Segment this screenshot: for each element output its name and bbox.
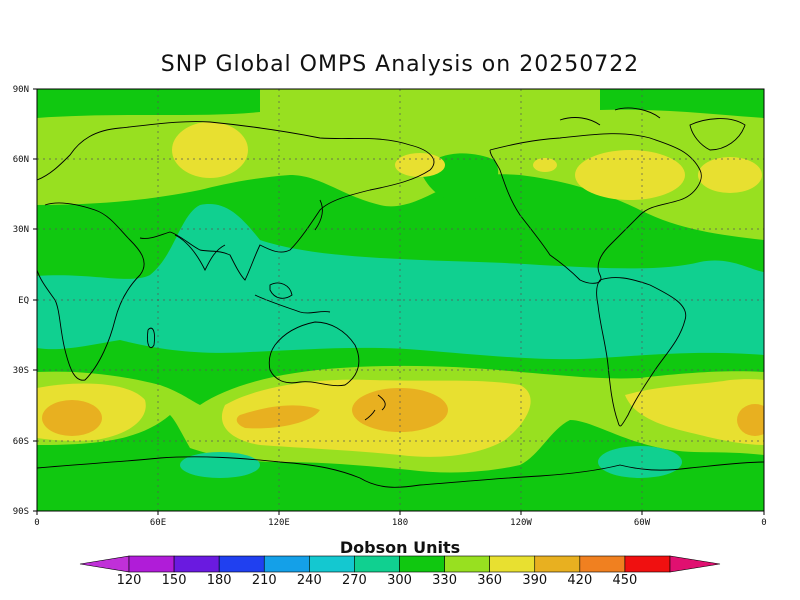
colorbar: 120 150 180 210 240 270 300 330 360 390 420 450 (79, 555, 721, 588)
field-antarctic-270-b (598, 446, 682, 478)
coast-north-america (489, 133, 702, 284)
lat-label: 60N (13, 155, 29, 165)
coastlines (37, 107, 764, 488)
lat-label: 30N (13, 225, 29, 235)
lat-label: 90N (13, 85, 29, 95)
coast-indonesia (254, 294, 331, 314)
field-north-360-e (533, 158, 557, 172)
lat-label: 30S (13, 366, 29, 376)
colorbar-cell (579, 555, 626, 573)
field-north-360-b (575, 150, 685, 200)
colorbar-tick-label: 360 (477, 573, 502, 588)
colorbar-cell (173, 555, 220, 573)
colorbar-cell (624, 555, 671, 573)
colorbar-cell (489, 555, 536, 573)
colorbar-tick-label: 330 (432, 573, 457, 588)
colorbar-under-arrow (79, 555, 130, 573)
colorbar-tick-label: 390 (522, 573, 547, 588)
lon-label: 180 (392, 518, 408, 528)
colorbar-cell (128, 555, 175, 573)
coast-australia (268, 321, 360, 387)
colorbar-tick-label: 270 (342, 573, 367, 588)
lon-labels: 0 60E 120E 180 120W 60W 0 (34, 518, 766, 528)
colorbar-cell (218, 555, 265, 573)
colorbar-cell (354, 555, 400, 573)
field-tropic-270 (37, 204, 764, 360)
field-north-360-a (172, 122, 248, 178)
lon-label: 120E (268, 518, 290, 528)
colorbar-tick-label: 120 (117, 573, 142, 588)
field-north-360-c (698, 157, 762, 193)
colorbar-tick-label: 210 (252, 573, 277, 588)
field-south-390-c (352, 388, 448, 432)
tick-marks (33, 88, 765, 515)
colorbar-cell (444, 555, 490, 573)
coast-india (174, 234, 226, 272)
coast-greenland (689, 118, 746, 151)
lat-label: EQ (18, 296, 29, 306)
colorbar-cell (399, 555, 445, 573)
colorbar-tick-label: 150 (162, 573, 187, 588)
colorbar-tick-label: 300 (387, 573, 412, 588)
coast-nz (364, 394, 386, 421)
lat-labels: 90N 60N 30N EQ 30S 60S 90S (13, 85, 29, 517)
coast-arctic-islands (559, 107, 661, 126)
colorbar-over-arrow (669, 555, 721, 573)
colorbar-cell (309, 555, 355, 573)
colorbar-tick-label: 240 (297, 573, 322, 588)
colorbar-cell (263, 555, 310, 573)
field-antarctic-270-a (180, 452, 260, 478)
colorbar-cell (534, 555, 581, 573)
colorbar-title: Dobson Units (339, 538, 461, 557)
lat-label: 90S (13, 507, 29, 517)
lon-label: 0 (34, 518, 39, 528)
coast-antarctica (37, 456, 764, 488)
coast-madagascar (147, 327, 155, 349)
colorbar-tick-label: 180 (207, 573, 232, 588)
coast-borneo (269, 282, 293, 299)
coast-eurasia (37, 121, 435, 281)
coast-japan (314, 199, 323, 231)
field-south-360-c (625, 379, 764, 445)
lon-label: 60W (634, 518, 651, 528)
field-south-390-a (42, 400, 102, 436)
coast-south-america (596, 277, 687, 427)
field-south-390-b (236, 405, 320, 429)
field-south-390-d (737, 404, 764, 436)
field-north-360-d (395, 153, 445, 177)
colorbar-tick-label: 450 (613, 573, 638, 588)
coast-africa (37, 202, 145, 381)
lon-label: 0 (761, 518, 766, 528)
colorbar-tick-label: 420 (567, 573, 592, 588)
gridlines (37, 89, 764, 511)
lon-label: 120W (510, 518, 532, 528)
lat-label: 60S (13, 437, 29, 447)
map-title: SNP Global OMPS Analysis on 20250722 (160, 52, 640, 77)
lon-label: 60E (150, 518, 166, 528)
